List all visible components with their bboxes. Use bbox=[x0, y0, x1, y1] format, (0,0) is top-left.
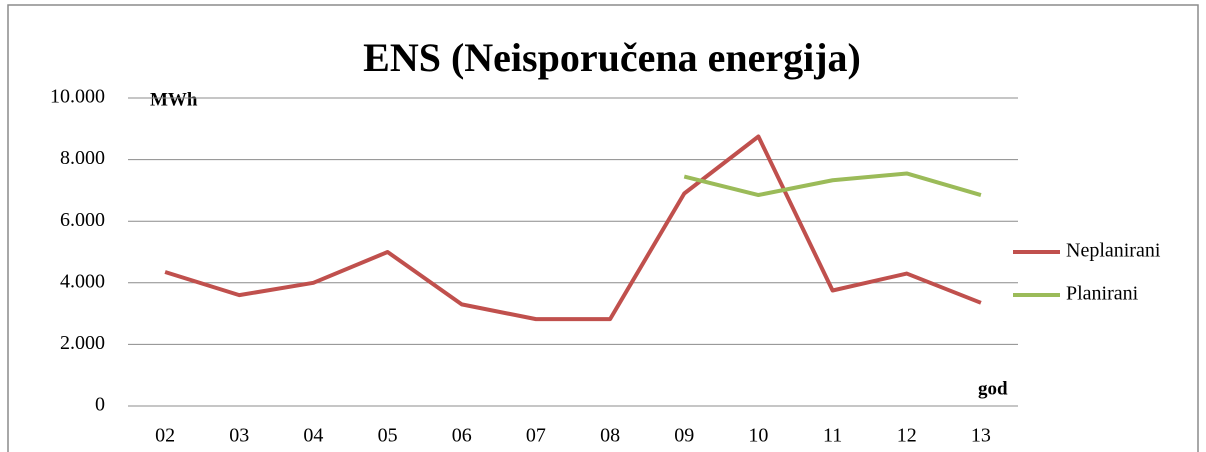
x-tick-label: 13 bbox=[971, 425, 991, 447]
x-tick-label: 09 bbox=[674, 425, 694, 447]
x-tick-label: 12 bbox=[897, 425, 917, 447]
x-tick-label: 02 bbox=[155, 425, 175, 447]
y-axis-label: MWh bbox=[150, 89, 198, 110]
y-tick-label: 10.000 bbox=[50, 86, 105, 108]
series-line bbox=[164, 134, 982, 322]
x-tick-label: 05 bbox=[378, 425, 398, 447]
series-line bbox=[683, 171, 982, 198]
y-tick-label: 0 bbox=[95, 394, 105, 416]
x-tick-label: 03 bbox=[229, 425, 249, 447]
x-tick-label: 11 bbox=[823, 425, 842, 447]
y-tick-label: 4.000 bbox=[60, 270, 105, 292]
y-tick-label: 8.000 bbox=[60, 147, 105, 169]
x-tick-label: 08 bbox=[600, 425, 620, 447]
x-tick-label: 06 bbox=[452, 425, 472, 447]
x-tick-label: 04 bbox=[303, 425, 323, 447]
legend-label: Neplanirani bbox=[1066, 240, 1161, 262]
y-tick-label: 6.000 bbox=[60, 209, 105, 231]
chart-border bbox=[7, 4, 1199, 452]
chart-title: ENS (Neisporučena energija) bbox=[363, 35, 861, 80]
x-axis-label: god bbox=[978, 378, 1008, 399]
y-tick-label: 2.000 bbox=[60, 332, 105, 354]
x-tick-label: 07 bbox=[526, 425, 546, 447]
legend-label: Planirani bbox=[1066, 283, 1139, 305]
x-tick-label: 10 bbox=[748, 425, 768, 447]
